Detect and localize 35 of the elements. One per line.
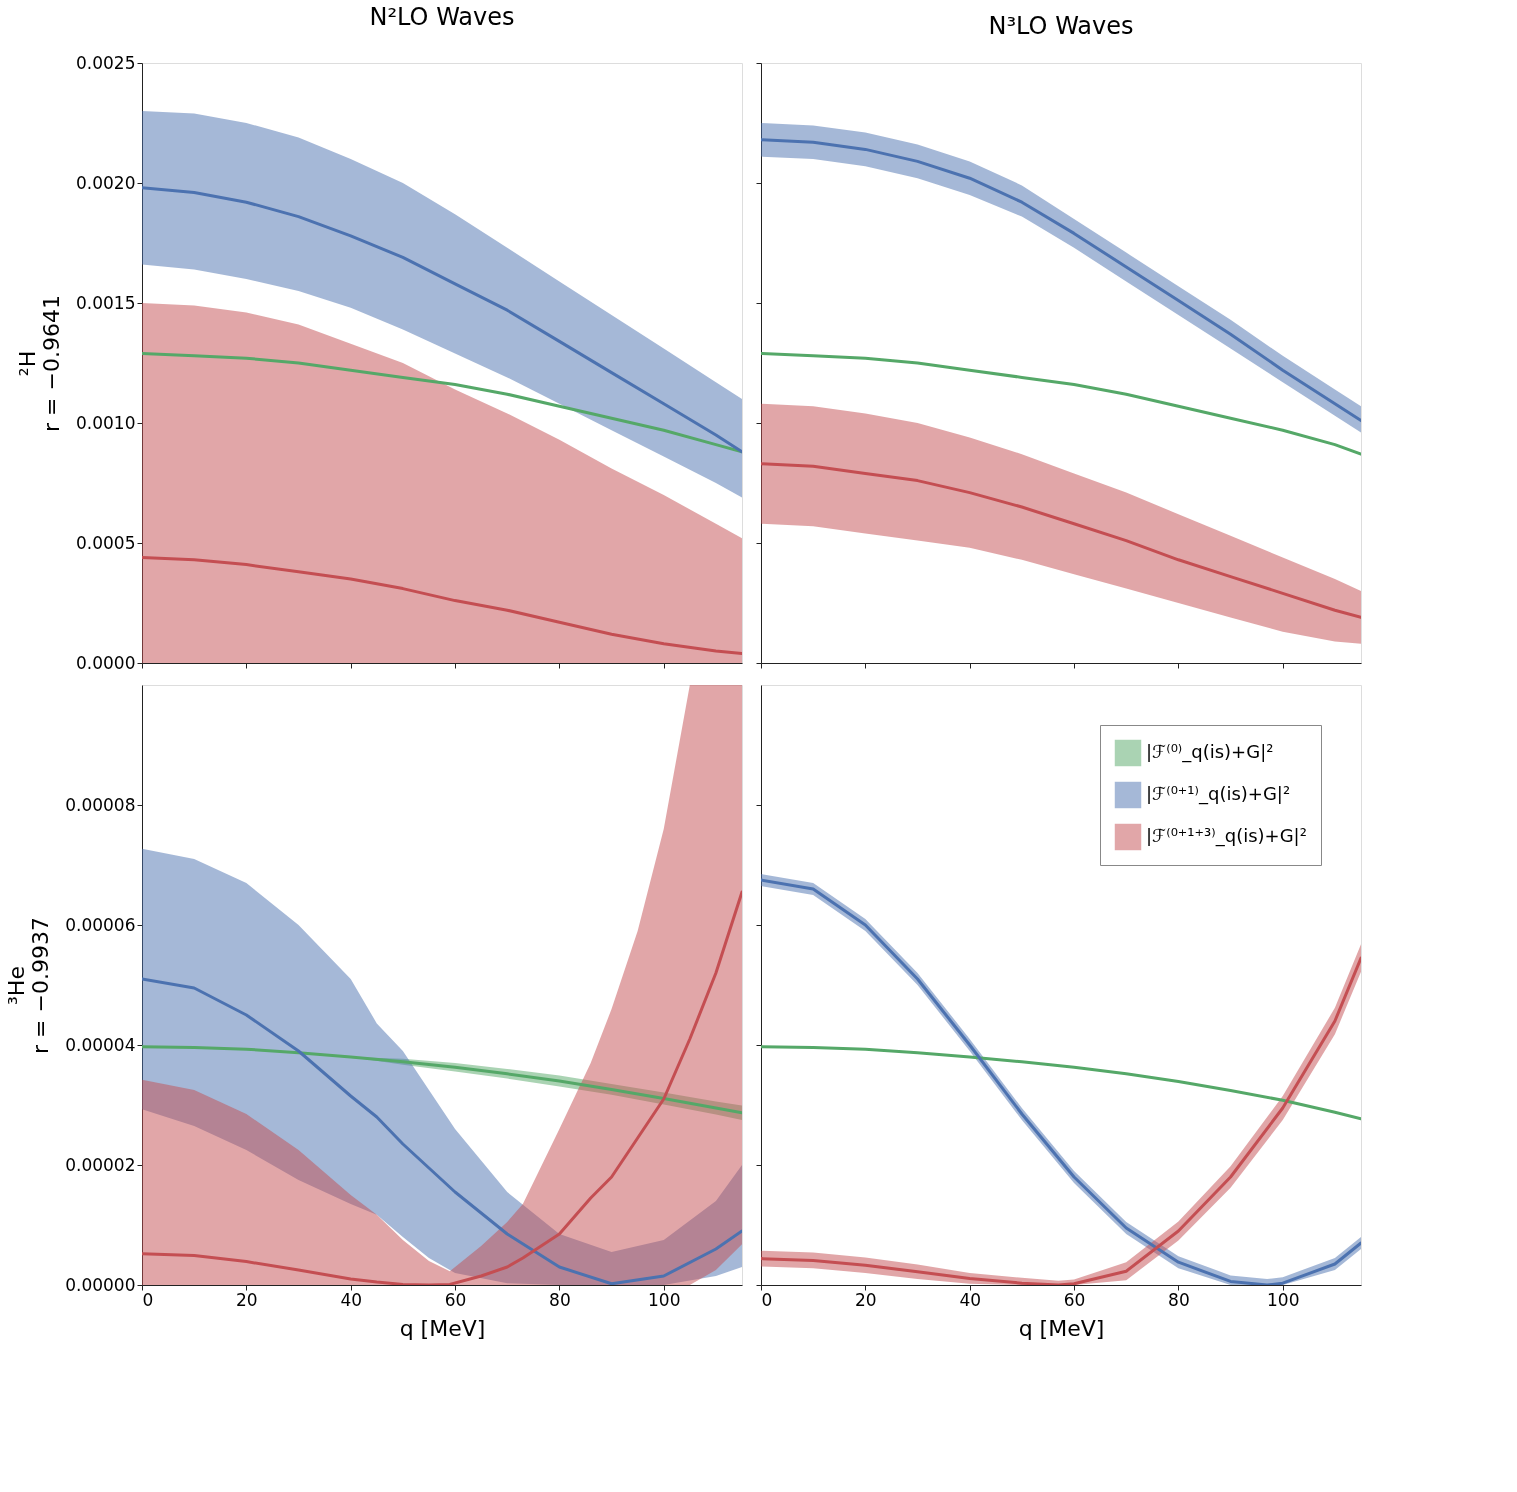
- line-series: [142, 186, 742, 454]
- line-series: [142, 351, 742, 454]
- y-tick-label: 0.00004: [65, 1034, 136, 1055]
- line-series: [142, 555, 742, 655]
- x-tick-label: 100: [1267, 1289, 1300, 1310]
- chart-title: N²LO Waves: [369, 3, 515, 31]
- y-tick-label: 0.00008: [65, 794, 136, 815]
- y-axis-title: ²H r = −0.9641: [15, 295, 65, 432]
- y-tick-label: 0.00000: [65, 1274, 136, 1295]
- y-axis-title: ³He r = −0.9937: [4, 917, 54, 1054]
- x-tick-label: 80: [1168, 1289, 1190, 1310]
- x-tick-label: 0: [142, 1289, 154, 1310]
- y-tick-label: 0.00006: [65, 914, 136, 935]
- x-tick-label: 0: [761, 1289, 773, 1310]
- x-tick-label: 60: [444, 1289, 467, 1310]
- x-tick-label: 60: [1063, 1289, 1086, 1310]
- x-tick-label: 80: [549, 1289, 571, 1310]
- legend-label: |ℱ⁽⁰⁺¹⁺³⁾_q(is)+G|²: [1146, 825, 1307, 847]
- chart-title: N³LO Waves: [988, 11, 1134, 40]
- y-tick-label: 0.0020: [76, 172, 136, 193]
- x-axis-title: q [MeV]: [399, 1315, 486, 1341]
- y-tick-label: 0.0015: [76, 292, 136, 313]
- x-tick-label: 20: [236, 1289, 258, 1310]
- legend-label: |ℱ⁽⁰⁾_q(is)+G|²: [1146, 741, 1274, 763]
- y-tick-label: 0.0005: [76, 532, 136, 553]
- x-tick-label: 40: [959, 1289, 982, 1310]
- y-tick-label: 0.0010: [76, 412, 136, 433]
- x-tick-label: 20: [855, 1289, 877, 1310]
- x-axis-title: q [MeV]: [1018, 1315, 1105, 1341]
- legend-label: |ℱ⁽⁰⁺¹⁾_q(is)+G|²: [1146, 783, 1291, 805]
- x-tick-label: 40: [340, 1289, 363, 1310]
- x-tick-label: 100: [648, 1289, 681, 1310]
- y-tick-label: 0.0000: [76, 652, 136, 673]
- y-tick-label: 0.00002: [65, 1154, 136, 1175]
- y-tick-label: 0.0025: [76, 52, 136, 73]
